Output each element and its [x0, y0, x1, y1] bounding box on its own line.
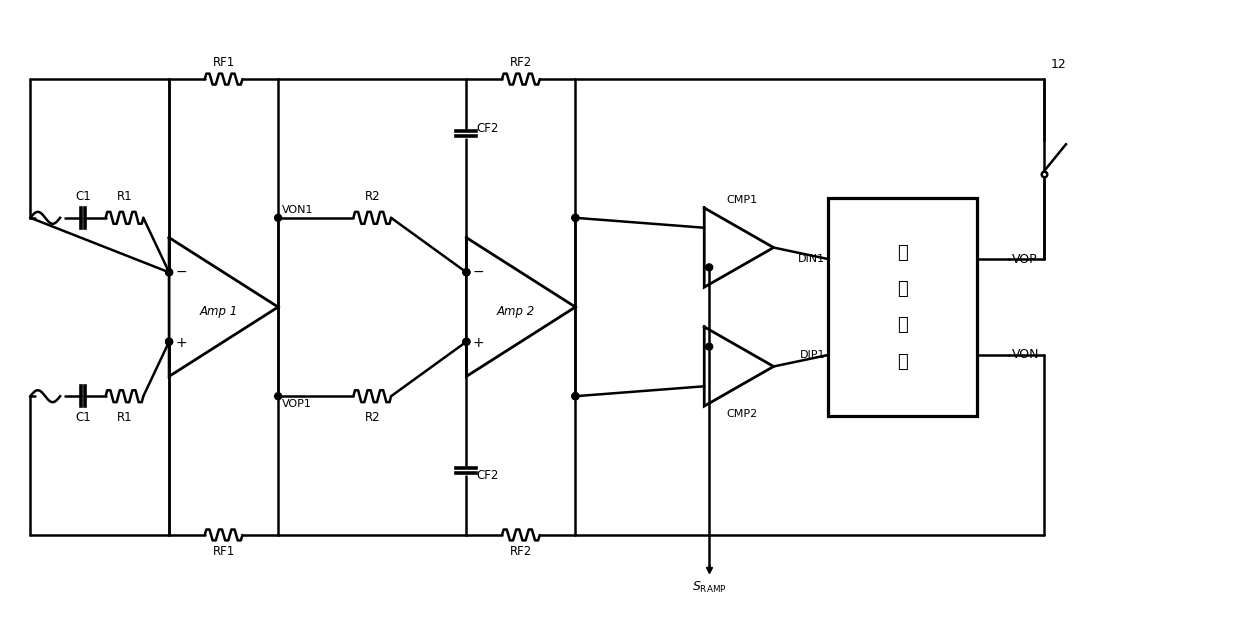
Text: VON1: VON1 — [281, 205, 314, 215]
Text: 驱: 驱 — [897, 244, 908, 262]
Text: C1: C1 — [74, 411, 91, 424]
Circle shape — [463, 338, 470, 345]
Circle shape — [463, 269, 470, 276]
Circle shape — [166, 338, 172, 345]
Text: VOP: VOP — [1012, 252, 1037, 265]
Text: RF2: RF2 — [510, 545, 532, 558]
Text: DIN1: DIN1 — [799, 254, 825, 264]
Text: RF2: RF2 — [510, 56, 532, 69]
Text: R1: R1 — [117, 190, 133, 203]
Text: CMP1: CMP1 — [727, 195, 758, 205]
Text: Amp 2: Amp 2 — [497, 305, 536, 318]
Circle shape — [463, 269, 470, 276]
Text: 12: 12 — [1052, 58, 1066, 71]
Text: $+$: $+$ — [175, 336, 187, 350]
Text: Amp 1: Amp 1 — [200, 305, 238, 318]
Text: $S_{\mathrm{RAMP}}$: $S_{\mathrm{RAMP}}$ — [692, 579, 727, 595]
Circle shape — [166, 338, 172, 345]
Text: CMP2: CMP2 — [727, 409, 758, 419]
Circle shape — [274, 393, 281, 400]
Text: $+$: $+$ — [472, 336, 485, 350]
Text: RF1: RF1 — [212, 56, 234, 69]
Text: CF2: CF2 — [476, 469, 498, 482]
Circle shape — [572, 393, 579, 400]
Circle shape — [706, 264, 713, 271]
Text: VON: VON — [1012, 349, 1039, 362]
Text: 模: 模 — [897, 316, 908, 334]
Circle shape — [274, 214, 281, 222]
Text: R2: R2 — [365, 190, 381, 203]
Text: 动: 动 — [897, 280, 908, 298]
Text: R2: R2 — [365, 411, 381, 424]
Circle shape — [166, 269, 172, 276]
Text: $-$: $-$ — [175, 264, 187, 278]
Text: DIP1: DIP1 — [800, 350, 825, 360]
Text: VOP1: VOP1 — [281, 399, 312, 409]
Circle shape — [572, 393, 579, 400]
Text: 块: 块 — [897, 352, 908, 371]
Text: $-$: $-$ — [472, 264, 485, 278]
Text: RF1: RF1 — [212, 545, 234, 558]
Circle shape — [572, 214, 579, 222]
Text: R1: R1 — [117, 411, 133, 424]
Circle shape — [463, 338, 470, 345]
Text: C1: C1 — [74, 190, 91, 203]
Circle shape — [166, 269, 172, 276]
Circle shape — [706, 343, 713, 350]
Bar — [828, 198, 977, 416]
Circle shape — [572, 214, 579, 222]
Text: CF2: CF2 — [476, 122, 498, 135]
